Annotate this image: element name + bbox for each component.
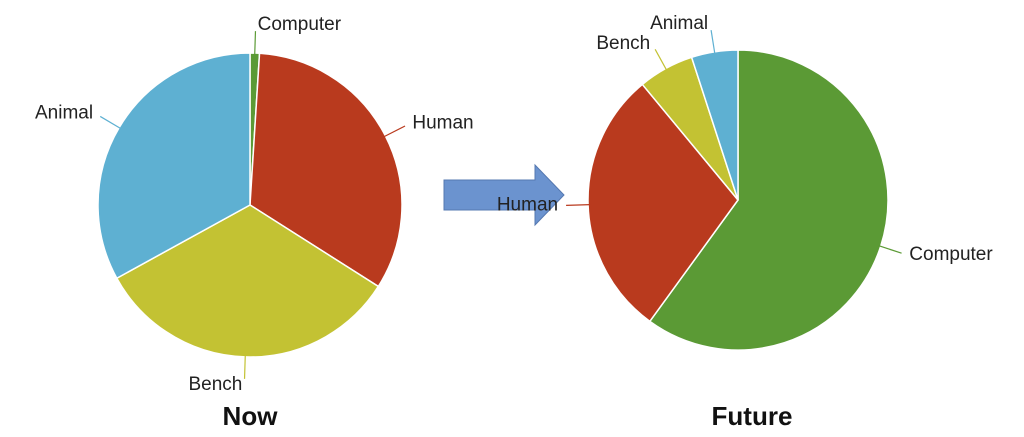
leader-line: [654, 48, 668, 71]
slice-label: Bench: [188, 374, 242, 395]
slice-label: Human: [497, 195, 558, 216]
slice-label: Bench: [596, 33, 650, 54]
leader-line: [243, 354, 246, 379]
slice-label: Computer: [258, 14, 342, 35]
chart-title: Future: [712, 401, 793, 431]
chart-title: Now: [223, 401, 279, 431]
leader-line: [878, 245, 902, 254]
slice-label: Human: [412, 112, 473, 133]
slice-label: Animal: [35, 102, 93, 123]
slice-label: Animal: [650, 13, 708, 34]
leader-line: [254, 31, 257, 56]
leader-line: [383, 125, 406, 138]
arrow: [443, 163, 565, 227]
leader-line: [99, 115, 122, 130]
leader-line: [710, 30, 716, 54]
leader-line: [566, 204, 591, 207]
slice-label: Computer: [909, 244, 993, 265]
